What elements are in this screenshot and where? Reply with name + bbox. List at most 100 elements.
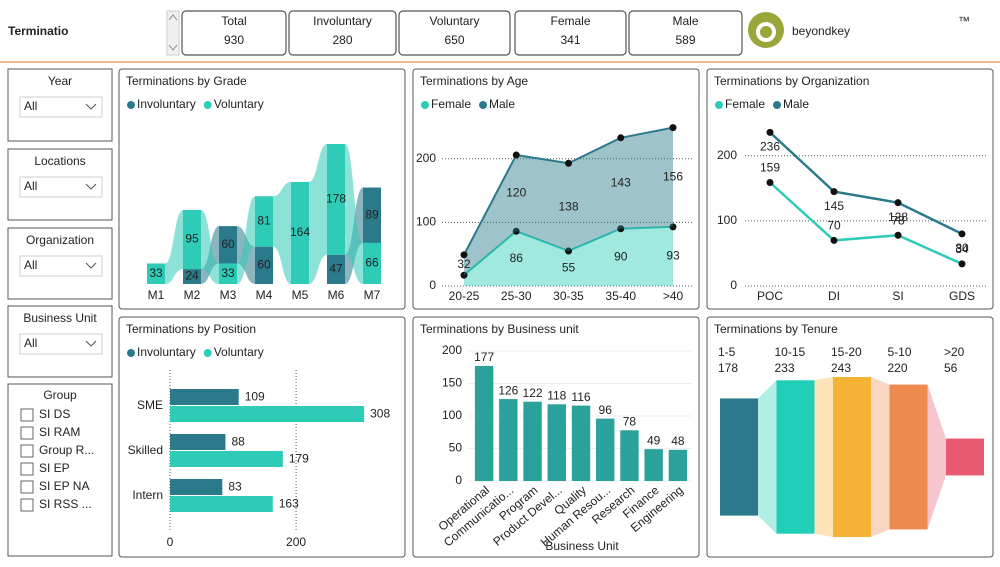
bar bbox=[170, 479, 223, 495]
legend-label: Male bbox=[489, 97, 515, 111]
ribbon bbox=[309, 144, 327, 284]
marker bbox=[512, 151, 520, 159]
bar bbox=[620, 430, 639, 481]
x-tick-label: 25-30 bbox=[501, 289, 532, 303]
scroll-up[interactable] bbox=[168, 14, 178, 21]
kpi-label: Total bbox=[221, 14, 246, 28]
x-tick-label: >40 bbox=[663, 289, 684, 303]
bar bbox=[170, 389, 239, 405]
x-tick-label: M4 bbox=[256, 288, 273, 302]
data-label: 164 bbox=[290, 225, 310, 239]
dropdown-chevron bbox=[85, 183, 97, 190]
legend-label: Voluntary bbox=[214, 97, 264, 111]
slicer-dropdown[interactable] bbox=[19, 176, 103, 198]
data-label: 126 bbox=[498, 383, 518, 397]
kpi-label: Female bbox=[550, 14, 590, 28]
x-tick-label: POC bbox=[757, 289, 783, 303]
bar bbox=[644, 449, 663, 481]
bar bbox=[571, 405, 591, 481]
data-label: 145 bbox=[824, 199, 844, 213]
marker bbox=[617, 225, 625, 233]
data-label: 24 bbox=[185, 269, 199, 283]
ribbon-segment bbox=[255, 246, 273, 284]
kpi-label: Voluntary bbox=[429, 14, 479, 28]
bar bbox=[170, 406, 365, 422]
data-label: 78 bbox=[623, 414, 637, 428]
checkbox[interactable] bbox=[20, 444, 34, 458]
data-label: 116 bbox=[571, 390, 590, 404]
scroll-down[interactable] bbox=[168, 44, 178, 51]
x-axis-label: Business Unit bbox=[545, 539, 619, 553]
data-label: 159 bbox=[760, 161, 780, 175]
checkbox[interactable] bbox=[20, 462, 34, 476]
group-item: SI EP NA bbox=[39, 479, 89, 493]
data-label: 177 bbox=[474, 350, 494, 364]
dropdown-chevron bbox=[85, 103, 97, 110]
checkbox[interactable] bbox=[20, 498, 34, 512]
ribbon-segment bbox=[219, 226, 237, 264]
kpi-value: 280 bbox=[332, 33, 352, 47]
group-item: SI RSS ... bbox=[39, 497, 92, 511]
funnel-bar bbox=[889, 384, 928, 530]
x-tick-label: 200 bbox=[286, 535, 306, 549]
ribbon bbox=[273, 181, 291, 284]
data-label: 220 bbox=[888, 361, 908, 375]
area bbox=[464, 127, 673, 276]
data-label: 143 bbox=[611, 175, 631, 189]
checkbox[interactable] bbox=[20, 480, 34, 494]
group-label: Group bbox=[43, 388, 77, 402]
legend-marker bbox=[203, 101, 212, 109]
data-label: 89 bbox=[365, 207, 379, 221]
y-tick-label: 100 bbox=[717, 213, 737, 227]
ribbon-segment bbox=[147, 263, 165, 284]
legend-label: Involuntary bbox=[137, 97, 196, 111]
slicer-dropdown[interactable] bbox=[19, 255, 103, 277]
bar bbox=[474, 365, 494, 481]
data-label: 33 bbox=[221, 266, 235, 280]
kpi-value: 930 bbox=[224, 33, 244, 47]
logo-mark bbox=[748, 12, 784, 48]
y-tick-label: 50 bbox=[449, 441, 463, 455]
x-tick-label: M7 bbox=[364, 288, 381, 302]
x-tick-label: M3 bbox=[220, 288, 237, 302]
slicer-dropdown[interactable] bbox=[19, 333, 103, 355]
ribbon-segment bbox=[327, 144, 345, 255]
y-tick-label: 100 bbox=[442, 408, 462, 422]
data-label: 122 bbox=[523, 386, 543, 400]
legend-label: Female bbox=[725, 97, 765, 111]
data-label: 128 bbox=[888, 210, 908, 224]
slicer-value: All bbox=[24, 99, 37, 113]
group-item: Group R... bbox=[39, 443, 94, 457]
y-tick-label: Intern bbox=[132, 488, 163, 502]
funnel-connector bbox=[814, 377, 833, 537]
data-label: 236 bbox=[760, 140, 780, 154]
chart-title: Terminations by Business unit bbox=[420, 322, 579, 336]
data-label: 88 bbox=[231, 435, 245, 449]
scroll-bar[interactable] bbox=[166, 10, 180, 56]
funnel-bar bbox=[720, 398, 758, 516]
group-item: SI EP bbox=[39, 461, 70, 475]
category-label: 10-15 bbox=[775, 345, 806, 359]
checkbox[interactable] bbox=[20, 426, 34, 440]
bar bbox=[668, 449, 688, 481]
marker bbox=[460, 251, 468, 259]
ribbon-segment bbox=[183, 209, 201, 270]
legend-marker bbox=[421, 101, 429, 109]
logo-trademark: ™ bbox=[958, 14, 970, 28]
x-tick-label: M5 bbox=[292, 288, 309, 302]
marker bbox=[565, 247, 572, 255]
slicer-dropdown[interactable] bbox=[19, 96, 103, 118]
x-tick-label: M6 bbox=[328, 288, 345, 302]
logo-text: beyondkey bbox=[792, 24, 850, 38]
checkbox[interactable] bbox=[20, 408, 34, 422]
data-label: 34 bbox=[955, 242, 969, 256]
x-tick-label: 30-35 bbox=[553, 289, 584, 303]
slicer-label: Business Unit bbox=[23, 311, 97, 325]
bar bbox=[499, 399, 518, 481]
x-tick-label: 20-25 bbox=[449, 289, 480, 303]
dropdown-chevron bbox=[85, 262, 97, 269]
x-tick-label: DI bbox=[828, 289, 840, 303]
data-label: 178 bbox=[718, 361, 738, 375]
legend-label: Female bbox=[431, 97, 471, 111]
